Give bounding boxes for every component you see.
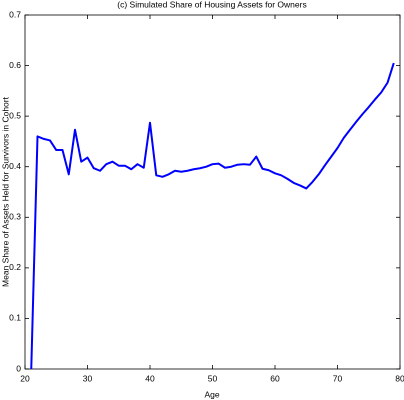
x-tick-label: 60 — [270, 373, 280, 383]
y-tick-label: 0.1 — [9, 313, 21, 323]
plot-frame — [24, 14, 401, 370]
y-tick-label: 0.4 — [9, 161, 21, 171]
x-tick-label: 40 — [145, 373, 155, 383]
y-tick-label: 0.5 — [9, 110, 21, 120]
x-tick-label: 50 — [208, 373, 218, 383]
x-tick-label: 20 — [20, 373, 30, 383]
x-tick-label: 30 — [83, 373, 93, 383]
chart-title: (c) Simulated Share of Housing Assets fo… — [117, 0, 306, 9]
y-tick-label: 0.2 — [9, 262, 21, 272]
data-line — [30, 62, 395, 370]
x-tick-label: 80 — [395, 373, 404, 383]
y-axis-label: Mean Share of Assets Held for Survivors … — [0, 96, 10, 287]
y-tick-label: 0 — [16, 363, 21, 373]
x-tick-label: 70 — [333, 373, 343, 383]
y-tick-label: 0.6 — [9, 60, 21, 70]
x-axis-label: Age — [204, 389, 219, 399]
y-tick-label: 0.3 — [9, 212, 21, 222]
y-tick-label: 0.7 — [9, 9, 21, 19]
